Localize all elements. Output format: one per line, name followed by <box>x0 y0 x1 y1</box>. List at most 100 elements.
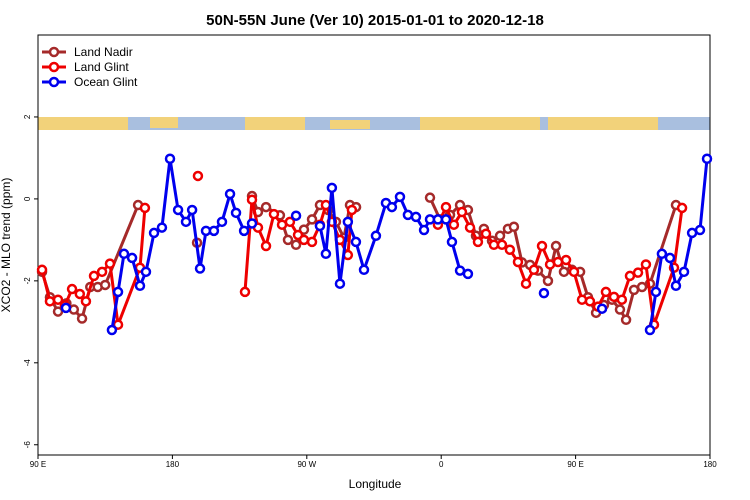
point <box>66 283 78 295</box>
x-tick-label: 0 <box>439 460 444 469</box>
point <box>134 280 146 292</box>
x-tick-label: 90 E <box>30 460 46 469</box>
point <box>104 258 116 269</box>
point <box>558 266 570 278</box>
y-tick-label: -6 <box>23 441 32 449</box>
point <box>350 236 362 248</box>
point <box>528 264 540 276</box>
point <box>358 264 370 276</box>
x-tick-label: 90 W <box>297 460 316 469</box>
point <box>156 222 168 233</box>
point <box>448 219 460 230</box>
point <box>194 263 206 274</box>
point <box>462 268 474 280</box>
point <box>664 252 676 264</box>
point <box>326 182 338 194</box>
point <box>520 278 532 289</box>
point <box>550 240 562 252</box>
point <box>694 224 706 236</box>
map-strip <box>38 117 710 130</box>
point <box>464 222 476 233</box>
point <box>446 236 458 248</box>
point <box>260 201 272 213</box>
point <box>440 214 452 225</box>
point <box>118 248 130 260</box>
point <box>616 294 628 305</box>
point <box>418 224 430 236</box>
point <box>504 244 516 255</box>
point <box>216 216 228 228</box>
point <box>290 210 302 221</box>
legend-label: Land Nadir <box>74 45 133 59</box>
point <box>402 209 414 221</box>
point <box>106 324 118 336</box>
point <box>282 234 294 246</box>
x-tick-label: 180 <box>166 460 180 469</box>
point <box>239 286 251 298</box>
point <box>139 202 151 214</box>
point <box>656 248 668 260</box>
point <box>560 254 572 266</box>
point <box>284 216 296 228</box>
point <box>260 240 272 252</box>
point <box>148 227 160 239</box>
point <box>74 288 86 300</box>
point <box>112 286 124 298</box>
point <box>678 266 690 278</box>
point <box>238 225 250 237</box>
x-tick-label: 90 E <box>567 460 583 469</box>
point <box>536 240 548 252</box>
point <box>246 194 258 205</box>
point <box>346 204 358 216</box>
point <box>88 270 100 282</box>
point <box>230 207 242 219</box>
point <box>488 239 500 251</box>
point <box>614 304 626 315</box>
point <box>342 216 354 228</box>
point <box>224 188 236 200</box>
point <box>670 280 682 292</box>
point <box>246 218 258 229</box>
point <box>268 208 280 220</box>
point <box>624 270 636 282</box>
point <box>52 294 64 305</box>
y-tick-label: -2 <box>23 277 32 285</box>
point <box>386 201 398 213</box>
point <box>542 275 554 287</box>
point <box>44 296 56 307</box>
point <box>52 306 64 317</box>
plot-frame <box>37 34 711 456</box>
point <box>298 234 310 246</box>
point <box>538 287 550 299</box>
point <box>334 278 346 289</box>
point <box>80 296 92 307</box>
point <box>140 266 152 278</box>
x-tick-label: 180 <box>703 460 717 469</box>
point <box>290 239 302 251</box>
point <box>552 256 564 268</box>
point <box>640 259 652 270</box>
point <box>456 206 468 218</box>
y-tick-label: -4 <box>23 359 32 367</box>
point <box>496 239 508 251</box>
point <box>180 216 192 228</box>
point <box>596 303 608 314</box>
point <box>306 236 318 248</box>
point <box>676 202 688 214</box>
point <box>410 211 422 223</box>
y-axis-label: XCO2 - MLO trend (ppm) <box>0 178 13 313</box>
point <box>494 230 506 242</box>
point <box>472 236 484 248</box>
point <box>208 225 220 237</box>
point <box>36 264 48 276</box>
point <box>632 267 644 278</box>
map-land <box>38 117 658 130</box>
legend-marker <box>48 76 60 88</box>
point <box>314 220 326 232</box>
point <box>126 252 138 264</box>
point <box>320 248 332 260</box>
point <box>76 313 88 324</box>
point <box>628 284 640 296</box>
point <box>370 230 382 242</box>
